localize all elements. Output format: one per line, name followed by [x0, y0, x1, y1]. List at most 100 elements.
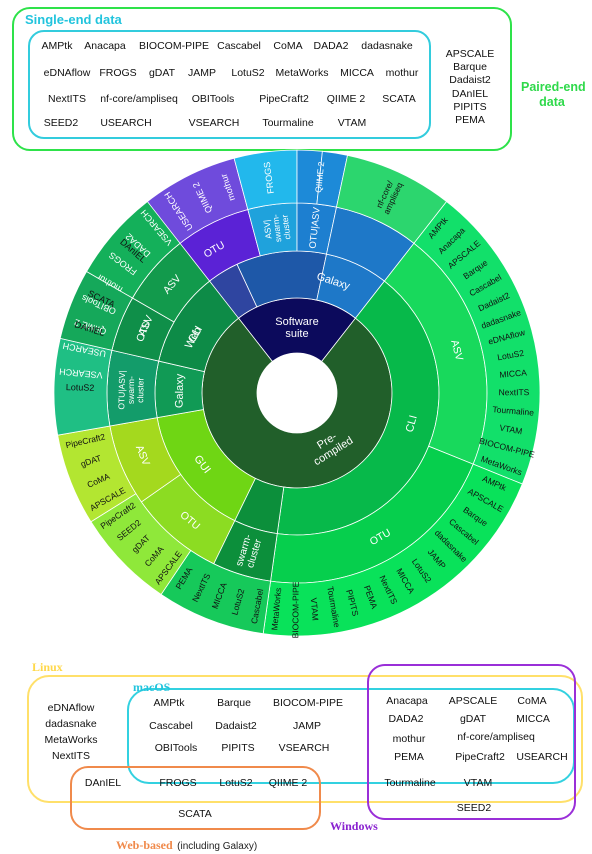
tool-label-line: MICCA — [499, 367, 528, 379]
tool-label: PipeCraft2 — [259, 93, 309, 105]
tool-label: LotuS2 — [66, 382, 95, 393]
tool-label: eDNAflow — [47, 702, 95, 714]
tool-label: eDNAflow — [43, 67, 91, 79]
tool-label: SEED2 — [456, 802, 492, 814]
tool-label: MetaWorks — [275, 67, 329, 79]
tool-label: Cascabel — [217, 40, 261, 52]
windows-box — [367, 664, 576, 820]
software-suite-label: Software suite — [275, 316, 318, 340]
pre-cli-label: CLI — [404, 414, 420, 434]
macos-label: macOS — [133, 680, 171, 694]
tool-label: DADA2 — [313, 40, 349, 52]
tool-label: CoMA — [517, 695, 547, 707]
linux-box — [27, 675, 583, 803]
tool-label: FROGS — [159, 777, 197, 789]
tool-label: gDAT — [459, 713, 487, 725]
tool-label: Cascabel — [149, 720, 193, 732]
tool-label: Tourmaline — [262, 117, 314, 129]
tool-label-line: Tourmaline — [492, 404, 535, 417]
otu-asv-label-line: OTU|ASV — [308, 206, 323, 249]
web-based-label-note: (including Galaxy) — [177, 841, 258, 852]
tool-label: MICCA — [516, 713, 550, 725]
tool-label-line: LotuS2 — [66, 382, 95, 393]
tool-label: MetaWorks — [269, 587, 283, 631]
tool-label: SEED2 — [43, 117, 79, 129]
tool-label: QIIME 2 — [268, 777, 308, 789]
asv-label-line: ASV — [448, 339, 465, 362]
asv-swarm-label-line: swarm- — [270, 214, 283, 243]
paired-end-label-line2: data — [539, 95, 565, 109]
tool-label: QIIME 2 — [326, 93, 366, 105]
tool-label: nf-core/ampliseq — [457, 731, 535, 743]
tool-label: BIOCOM-PIPE — [272, 697, 344, 709]
tool-label: USEARCH — [100, 117, 152, 129]
tool-label: MICCA — [499, 367, 528, 379]
tool-label: PEMA — [455, 114, 485, 126]
tool-label: Dadaist2 — [449, 74, 491, 87]
single-end-box — [28, 30, 431, 139]
single-end-label: Single-end data — [25, 12, 122, 27]
asv-swarm-label-line: cluster — [280, 214, 293, 240]
otu-asv-swarm-label-line: cluster — [135, 377, 145, 402]
tool-label: Dadaist2 — [215, 720, 257, 732]
tool-label: USEARCH — [516, 751, 568, 763]
pre-galaxy-label: Galaxy — [174, 373, 187, 408]
tool-label: Barque — [217, 697, 251, 709]
tool-label-line: NextITS — [499, 387, 530, 397]
tool-label: SCATA — [382, 93, 416, 105]
tool-label: FROGS — [99, 67, 137, 79]
tool-label-line: BIOCOM-PIPE — [290, 581, 300, 638]
tool-label: JAMP — [292, 720, 322, 732]
tool-label: gDAT — [148, 67, 176, 79]
web-based-box — [70, 766, 321, 830]
tool-label-line: VTAM — [499, 423, 523, 437]
tool-label: VSEARCH — [278, 742, 330, 754]
paired-end-label: Paired-end data — [521, 80, 586, 110]
web-based-label-main: Web-based — [116, 838, 173, 852]
tool-label: Anacapa — [386, 695, 428, 707]
otu-asv-swarm-label-line: OTU|ASV| — [116, 370, 127, 410]
web-based-label: Web-based (including Galaxy) — [116, 836, 257, 854]
tool-label: OBITools — [154, 742, 198, 754]
tool-label: NextITS — [499, 387, 530, 397]
tool-label: LotuS2 — [497, 348, 526, 363]
otu-asv-label: OTU|ASV — [308, 206, 323, 249]
tool-label: VTAM — [499, 423, 523, 437]
tool-label: PIPITS — [221, 742, 255, 754]
windows-label: Windows — [330, 819, 378, 833]
tool-label: VTAM — [337, 117, 367, 129]
tool-label: MetaWorks — [44, 734, 98, 746]
tool-label: nf-core/ampliseq — [100, 93, 178, 105]
paired-end-label-line1: Paired-end — [521, 80, 586, 94]
tool-label: DAnIEL — [84, 777, 122, 789]
tool-label: VTAM — [309, 597, 321, 621]
pre-cli-label-line: CLI — [404, 414, 420, 434]
tool-label: PEMA — [394, 751, 424, 763]
tool-label: NextITS — [52, 750, 90, 762]
tool-label-line: VSEARCH — [59, 366, 103, 380]
tool-label: BIOCOM-PIPE — [138, 40, 210, 52]
tool-label: Anacapa — [84, 40, 126, 52]
tool-label: AMPtk — [153, 697, 185, 709]
tool-label: dadasnake — [361, 40, 413, 52]
tool-label: VSEARCH — [188, 117, 240, 129]
tool-label: PipeCraft2 — [455, 751, 505, 763]
otu-asv-swarm-label: OTU|ASV|swarm-cluster — [116, 370, 145, 410]
tool-label: APSCALE — [448, 695, 498, 707]
tool-label-line: VTAM — [309, 597, 321, 621]
tool-label: MICCA — [340, 67, 374, 79]
tool-label: DADA2 — [388, 713, 424, 725]
tool-label: dadasnake — [45, 718, 97, 730]
pre-galaxy-label-line: Galaxy — [174, 373, 187, 408]
tool-label: QIIME 2 — [313, 161, 326, 193]
tool-label: NextITS — [48, 93, 86, 105]
tool-label: BIOCOM-PIPE — [290, 581, 300, 638]
tool-label: LotuS2 — [231, 67, 265, 79]
software-suite-label-line: Software — [275, 316, 318, 328]
tool-label: AMPtk — [41, 40, 73, 52]
otu-asv-swarm-label-line: swarm- — [126, 376, 136, 404]
tool-label: FROGS — [262, 161, 276, 194]
tool-label: JAMP — [187, 67, 217, 79]
tool-label: SCATA — [178, 808, 212, 820]
